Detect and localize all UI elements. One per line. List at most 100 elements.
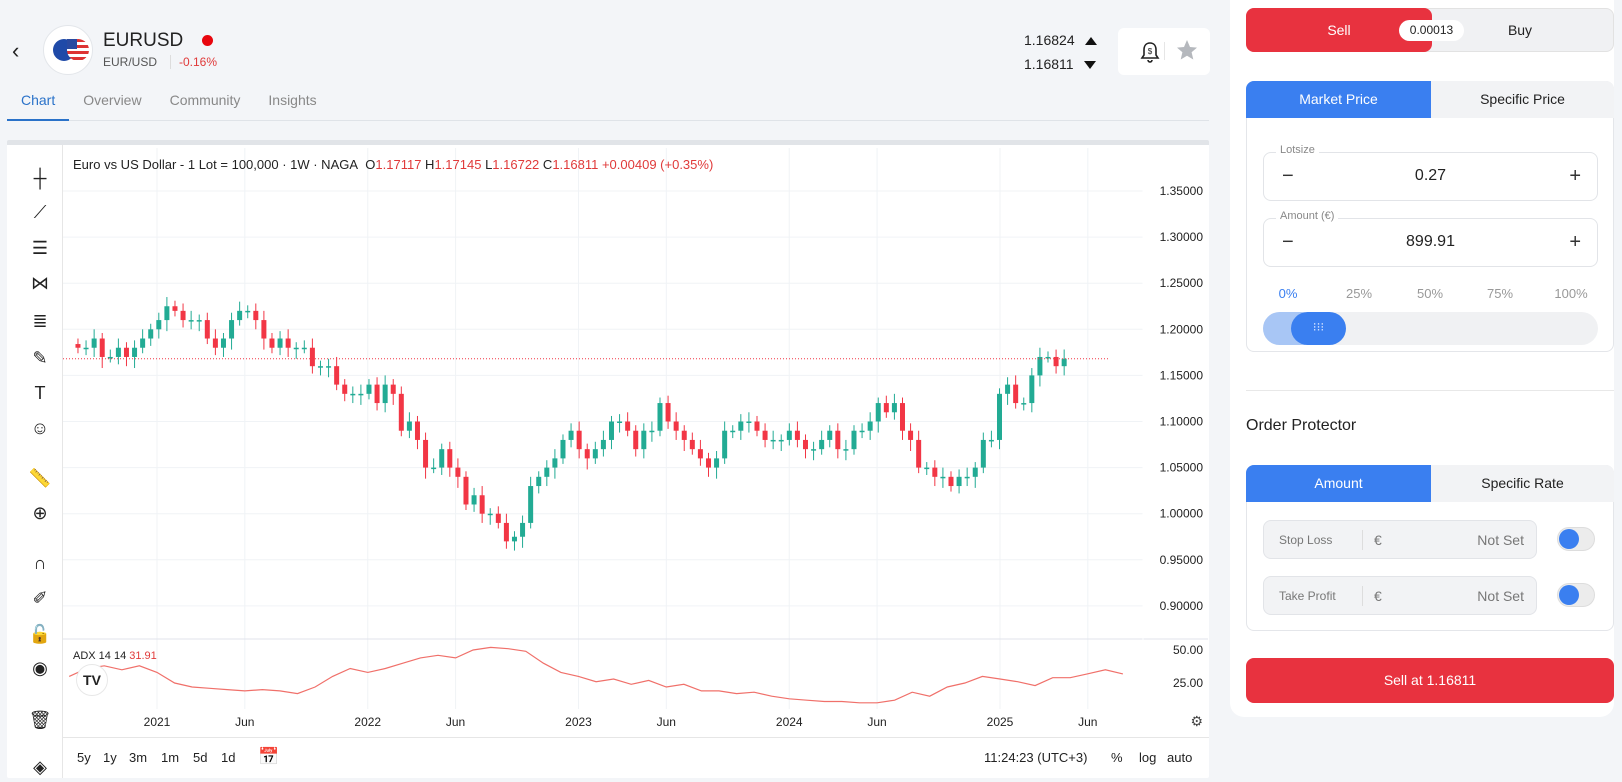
brush-icon[interactable]: ✎ [32, 347, 48, 368]
time-tick-label: Jun [1078, 715, 1097, 729]
amount-slider[interactable]: ⁝⁝⁝ [1263, 312, 1598, 345]
back-button[interactable]: ‹ [12, 38, 20, 63]
clock-time: 11:24:23 (UTC+3) [984, 750, 1088, 765]
candle-body [908, 430, 914, 440]
lotsize-label: Lotsize [1276, 144, 1319, 156]
lock-drawing-icon[interactable]: ✐ [32, 587, 48, 608]
time-tick-label: 2022 [354, 715, 381, 729]
buy-tab[interactable]: Buy [1507, 22, 1533, 38]
emoji-icon[interactable]: ☺ [30, 417, 50, 438]
range-3m[interactable]: 3m [129, 750, 148, 765]
chart-bottom-bar: 5y 1y 3m 1m 5d 1d 📅 11:24:23 (UTC+3) % l… [63, 737, 1209, 778]
candle-body [940, 476, 946, 479]
time-tick-label: Jun [446, 715, 465, 729]
amount-value[interactable]: 899.91 [1406, 233, 1455, 250]
layers-icon[interactable]: ◈ [33, 756, 47, 777]
slider-handle-icon[interactable]: ⁝⁝⁝ [1291, 312, 1346, 345]
price-chart[interactable]: 1.35000 1.30000 1.25000 1.20000 1.15000 1.100… [63, 148, 1208, 737]
percent-0[interactable]: 0% [1278, 286, 1298, 301]
candle-body [326, 366, 332, 368]
horizontal-lines-icon[interactable]: ☰ [31, 237, 49, 258]
zoom-in-icon[interactable]: ⊕ [32, 502, 48, 523]
amount-minus-button[interactable]: − [1282, 231, 1294, 253]
take-profit-toggle[interactable] [1557, 583, 1595, 607]
candle-body [471, 495, 477, 505]
stop-loss-field[interactable]: Stop Loss € Not Set [1263, 520, 1537, 559]
percent-25[interactable]: 25% [1345, 286, 1373, 301]
tab-insights[interactable]: Insights [268, 92, 317, 108]
tab-chart[interactable]: Chart [7, 92, 70, 121]
percent-75[interactable]: 75% [1486, 286, 1514, 301]
price-tick-label: 1.25000 [1160, 276, 1204, 290]
lotsize-minus-button[interactable]: − [1282, 165, 1294, 187]
candle-body [722, 430, 728, 459]
price-tick-label: 1.20000 [1160, 322, 1204, 336]
candle-body [1053, 356, 1059, 367]
protector-amount-tab[interactable]: Amount [1246, 465, 1431, 502]
percent-toggle[interactable]: % [1111, 750, 1123, 765]
range-1m[interactable]: 1m [161, 750, 180, 765]
candle-body [746, 421, 752, 423]
tab-community[interactable]: Community [169, 92, 241, 108]
candle-body [972, 467, 978, 477]
arrow-up-icon [1084, 37, 1097, 45]
chart-legend: Euro vs US Dollar - 1 Lot = 100,000 · 1W… [73, 157, 713, 172]
candle-body [439, 449, 445, 468]
stop-loss-toggle[interactable] [1557, 527, 1595, 551]
candle-body [891, 403, 897, 413]
amount-plus-button[interactable]: + [1569, 231, 1581, 253]
spread-badge: 0.00013 [1399, 20, 1464, 41]
candle-body [172, 306, 178, 311]
trash-icon[interactable]: 🗑 [28, 709, 52, 730]
price-tick-label: 0.95000 [1160, 553, 1204, 567]
candle-body [916, 439, 922, 468]
candle-body [899, 403, 905, 431]
range-5y[interactable]: 5y [77, 750, 91, 765]
goto-date-calendar-icon[interactable]: 📅 [258, 747, 280, 766]
lotsize-plus-button[interactable]: + [1569, 165, 1581, 187]
candle-body [398, 393, 404, 431]
market-price-tab[interactable]: Market Price [1246, 81, 1431, 118]
stop-loss-label: Stop Loss [1279, 533, 1333, 547]
crosshair-icon[interactable]: ┼ [33, 167, 47, 188]
range-1d[interactable]: 1d [221, 750, 236, 765]
percent-50[interactable]: 50% [1416, 286, 1444, 301]
order-protector-title: Order Protector [1246, 417, 1357, 434]
fib-icon[interactable]: ≣ [32, 310, 48, 331]
candle-body [568, 430, 574, 440]
time-tick-label: 2025 [987, 715, 1014, 729]
trend-line-icon[interactable]: ⟋ [33, 201, 47, 222]
lotsize-value[interactable]: 0.27 [1414, 167, 1447, 184]
percent-100[interactable]: 100% [1554, 286, 1588, 301]
range-1y[interactable]: 1y [103, 750, 117, 765]
candle-body [1061, 358, 1067, 367]
text-tool-icon[interactable]: T [34, 382, 46, 403]
price-alert-bell-icon[interactable]: $ [1140, 41, 1160, 63]
log-toggle[interactable]: log [1139, 750, 1157, 765]
price-tick-label: 1.15000 [1160, 368, 1204, 382]
pattern-icon[interactable]: ⋈ [31, 272, 49, 293]
favorite-star-icon[interactable] [1175, 38, 1199, 62]
tradingview-logo[interactable]: TV [76, 664, 108, 696]
protector-specific-rate-tab[interactable]: Specific Rate [1431, 465, 1614, 502]
amount-field[interactable]: Amount (€) − 899.91 + [1263, 210, 1598, 267]
take-profit-field[interactable]: Take Profit € Not Set [1263, 576, 1537, 615]
eye-icon[interactable]: ◉ [32, 657, 48, 678]
arrow-down-icon [1083, 61, 1096, 69]
price-tick-label: 1.30000 [1160, 230, 1204, 244]
tab-overview[interactable]: Overview [83, 92, 142, 108]
lotsize-field[interactable]: Lotsize − 0.27 + [1263, 144, 1598, 201]
drawing-toolbar: ┼ ⟋ ☰ ⋈ ≣ ✎ T ☺ 📏 ⊕ ∩ ✐ 🔓 ◉ 🗑 ◈ [7, 145, 63, 778]
ruler-icon[interactable]: 📏 [28, 467, 52, 488]
auto-toggle[interactable]: auto [1167, 750, 1193, 765]
specific-price-tab[interactable]: Specific Price [1431, 81, 1614, 118]
candle-body [75, 344, 81, 348]
candle-body [196, 320, 202, 322]
candle-body [536, 476, 542, 487]
price-tick-label: 1.35000 [1160, 184, 1204, 198]
magnet-icon[interactable]: ∩ [33, 552, 47, 573]
lock-icon[interactable]: 🔓 [28, 623, 52, 644]
sell-submit-button[interactable]: Sell at 1.16811 [1246, 658, 1614, 703]
range-5d[interactable]: 5d [193, 750, 208, 765]
candle-body [1005, 384, 1011, 394]
